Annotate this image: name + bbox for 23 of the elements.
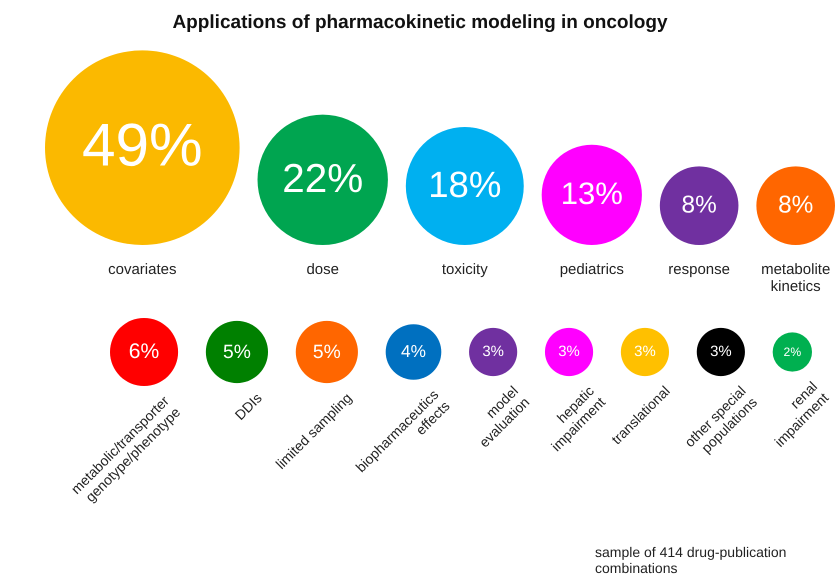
category-label: response (668, 261, 730, 278)
data-label: 13% (560, 176, 623, 211)
data-label: 3% (558, 343, 580, 360)
category-label: metabolite kinetics (761, 261, 830, 295)
data-label: 4% (401, 341, 426, 361)
data-label: 5% (312, 342, 341, 363)
data-label: 18% (428, 164, 502, 206)
data-label: 49% (82, 110, 203, 179)
data-label: 2% (784, 345, 802, 359)
text: Applications of pharmacokinetic modeling in oncology (172, 12, 668, 33)
data-label: 8% (682, 192, 717, 219)
category-label: pediatrics (560, 261, 624, 278)
data-label: 6% (128, 340, 160, 363)
category-label: toxicity (442, 261, 488, 278)
category-label: dose (306, 261, 339, 278)
data-label: 5% (223, 342, 251, 363)
data-label: 3% (634, 343, 656, 360)
data-label: 22% (282, 154, 364, 201)
category-label: covariates (108, 261, 176, 278)
text: sample of 414 drug-publication combinations (595, 544, 786, 576)
data-label: 8% (778, 192, 814, 219)
data-label: 3% (710, 343, 732, 360)
data-label: 3% (482, 343, 504, 360)
